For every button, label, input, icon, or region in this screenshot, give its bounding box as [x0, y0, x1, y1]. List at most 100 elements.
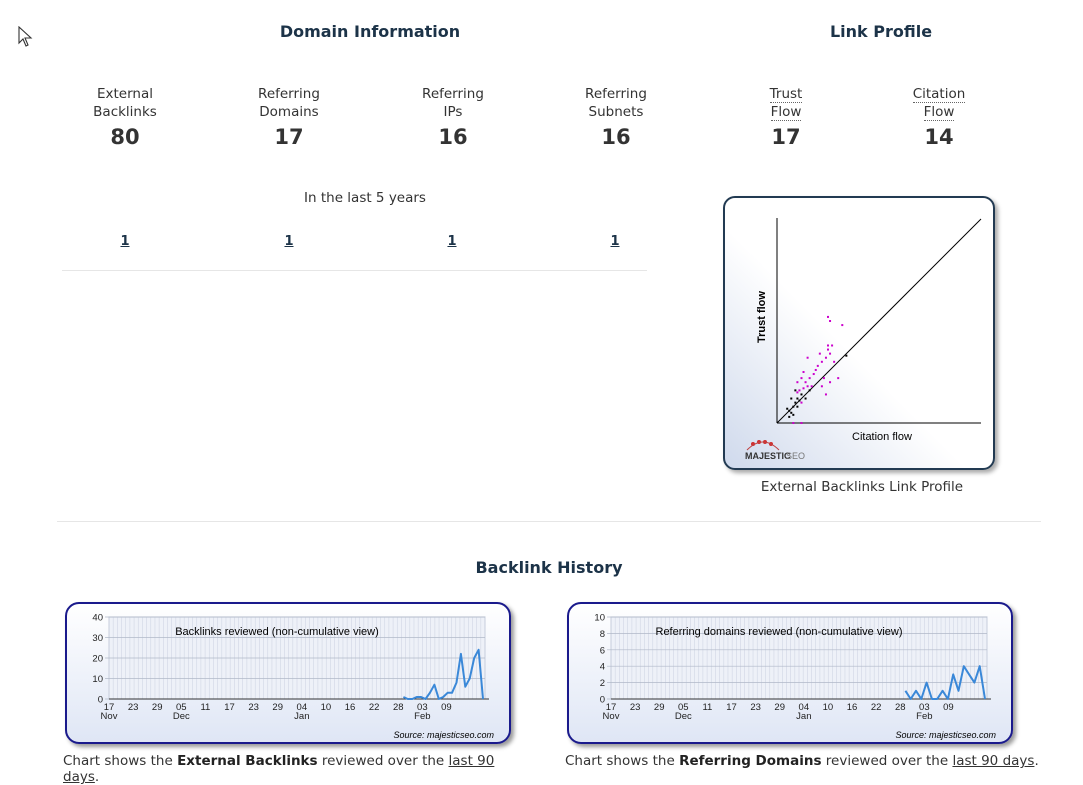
- stat-referring-domains: Referring Domains 17: [224, 85, 354, 149]
- mouse-cursor-icon: [18, 26, 33, 47]
- x-tick-label: 17: [224, 702, 235, 713]
- scatter-point: [827, 348, 829, 351]
- backlinks-history-plot: 0 10 20 30 40 17 23 29 05 11 17 23 29 04 10 16 22 28 03 09 N…: [92, 613, 494, 741]
- period-label: In the last 5 years: [304, 190, 426, 206]
- scatter-point: [829, 381, 832, 384]
- x-tick-label: 23: [630, 702, 641, 713]
- x-tick-label: 28: [895, 702, 906, 713]
- period-link-domains[interactable]: 1: [284, 234, 294, 249]
- domain-information-title: Domain Information: [279, 22, 461, 41]
- stat-label: External: [96, 86, 153, 102]
- x-month-label: Dec: [675, 711, 692, 722]
- stat-referring-ips: Referring IPs 16: [388, 85, 518, 149]
- stat-label: Referring: [258, 86, 320, 102]
- link-profile-scatter: Citation flow Trust flow MAJESTIC SEO: [745, 218, 982, 461]
- y-tick-label: 10: [92, 674, 103, 685]
- scatter-point: [798, 389, 801, 392]
- scatter-point: [820, 360, 823, 363]
- stat-value: 17: [771, 125, 801, 149]
- x-tick-label: 23: [750, 702, 761, 713]
- scatter-point: [833, 360, 836, 363]
- x-month-label: Dec: [173, 711, 190, 722]
- stat-label: IPs: [443, 104, 463, 120]
- scatter-point: [824, 356, 827, 359]
- last-90-days-link[interactable]: last 90 days: [952, 753, 1035, 769]
- y-tick-label: 0: [98, 695, 103, 706]
- x-month-label: Jan: [796, 711, 811, 722]
- scatter-point: [804, 381, 807, 384]
- scatter-point: [792, 422, 795, 424]
- scatter-point: [812, 373, 815, 376]
- svg-text:MAJESTIC: MAJESTIC: [745, 451, 791, 461]
- x-month-label: Jan: [294, 711, 309, 722]
- x-tick-label: 23: [128, 702, 139, 713]
- x-tick-label: 22: [871, 702, 882, 713]
- y-tick-label: 20: [92, 654, 103, 665]
- scatter-point: [831, 344, 834, 347]
- x-tick-label: 16: [345, 702, 356, 713]
- scatter-point: [800, 401, 803, 404]
- caption-text: Chart shows the: [565, 753, 680, 769]
- x-month-label: Feb: [414, 711, 430, 722]
- caption-text: .: [94, 769, 100, 785]
- x-tick-label: 29: [152, 702, 163, 713]
- y-tick-label: 0: [600, 695, 605, 706]
- scatter-point: [794, 389, 797, 392]
- caption-text: reviewed over the: [821, 753, 953, 769]
- stat-label: Subnets: [588, 104, 644, 120]
- scatter-point: [788, 415, 791, 418]
- x-tick-label: 10: [823, 702, 834, 713]
- x-tick-label: 05: [176, 702, 187, 713]
- backlinks-chart-caption: Chart shows the External Backlinks revie…: [63, 753, 533, 785]
- scatter-point: [792, 413, 795, 416]
- scatter-point: [808, 389, 811, 392]
- backlinks-history-chart: 0 10 20 30 40 17 23 29 05 11 17 23 29 04 10 16 22 28 03 09 N…: [65, 602, 511, 744]
- x-tick-label: 11: [200, 702, 210, 713]
- y-tick-label: 2: [600, 678, 605, 689]
- scatter-point: [792, 405, 795, 408]
- x-tick-label: 29: [774, 702, 785, 713]
- scatter-point: [822, 377, 825, 380]
- stat-value: 16: [601, 125, 631, 149]
- period-link-ips[interactable]: 1: [447, 234, 457, 249]
- scatter-point: [788, 409, 791, 412]
- stat-label: Referring: [585, 86, 647, 102]
- scatter-point: [794, 401, 797, 404]
- stat-label: Backlinks: [93, 104, 157, 120]
- citation-flow-label[interactable]: Citation: [912, 86, 966, 103]
- scatter-point: [806, 356, 809, 359]
- scatter-point: [800, 377, 803, 380]
- divider: [57, 521, 1041, 522]
- x-tick-label: 23: [248, 702, 259, 713]
- trust-flow-label[interactable]: Trust: [769, 86, 803, 103]
- x-tick-label: 05: [678, 702, 689, 713]
- scatter-point: [790, 411, 793, 414]
- y-tick-label: 8: [600, 629, 605, 640]
- period-link-backlinks[interactable]: 1: [120, 234, 130, 249]
- x-month-label: Feb: [916, 711, 932, 722]
- period-link-subnets[interactable]: 1: [610, 234, 620, 249]
- stat-citation-flow: Citation Flow 14: [874, 85, 1004, 149]
- x-axis-label: Citation flow: [852, 431, 912, 443]
- scatter-point: [798, 399, 801, 402]
- x-tick-label: 22: [369, 702, 380, 713]
- trust-flow-label-2[interactable]: Flow: [770, 104, 802, 121]
- scatter-point: [824, 393, 827, 396]
- chart-title: Backlinks reviewed (non-cumulative view): [175, 626, 379, 638]
- series-line: [402, 648, 484, 700]
- x-tick-label: 10: [321, 702, 332, 713]
- citation-flow-label-2[interactable]: Flow: [923, 104, 955, 121]
- x-tick-label: 29: [654, 702, 665, 713]
- stat-label: Referring: [422, 86, 484, 102]
- y-tick-label: 4: [600, 662, 605, 673]
- last-90-days-link[interactable]: last 90 days: [63, 753, 495, 785]
- majestic-seo-logo: MAJESTIC SEO: [745, 440, 805, 461]
- scatter-point: [829, 320, 832, 322]
- stat-value: 16: [438, 125, 468, 149]
- series-line: [904, 665, 986, 700]
- caption-bold: External Backlinks: [177, 753, 318, 769]
- scatter-point: [845, 354, 848, 357]
- caption-text: Chart shows the: [63, 753, 178, 769]
- y-axis-label: Trust flow: [756, 291, 768, 343]
- scatter-point: [786, 407, 789, 410]
